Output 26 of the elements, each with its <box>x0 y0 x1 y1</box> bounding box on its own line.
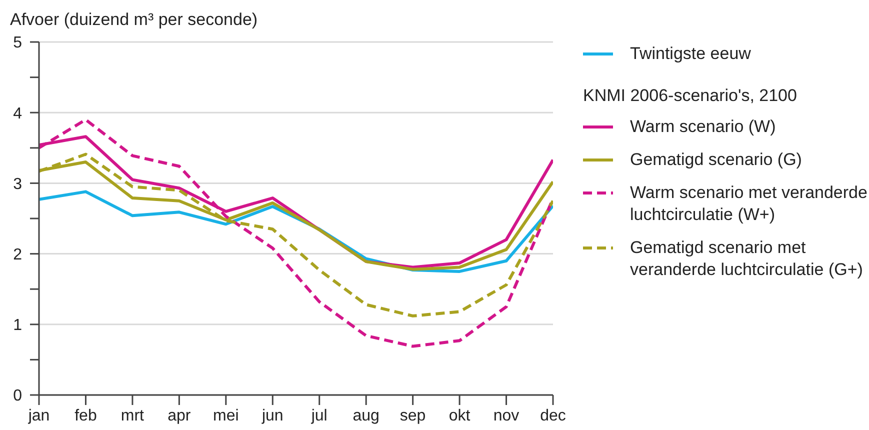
y-tick-label: 0 <box>13 388 22 405</box>
x-tick-label: mei <box>213 407 239 424</box>
x-tick-label: aug <box>352 407 380 424</box>
x-tick-label: dec <box>540 407 566 424</box>
y-tick-label: 1 <box>13 317 22 334</box>
y-axis-title: Afvoer (duizend m³ per seconde) <box>10 10 258 30</box>
legend-label: Gematigd scenario met veranderde luchtcirculatie (G+) <box>630 237 864 281</box>
y-tick-label: 3 <box>13 176 22 193</box>
x-tick-label: feb <box>74 407 97 424</box>
x-tick-label: okt <box>448 407 471 424</box>
legend-label: Twintigste eeuw <box>630 43 752 65</box>
legend-label: Warm scenario met veranderde luchtcirculatie (W+) <box>630 182 868 226</box>
x-tick-label: mrt <box>120 407 145 424</box>
x-tick-label: sep <box>400 407 426 424</box>
y-tick-label: 2 <box>13 246 22 264</box>
x-tick-label: jul <box>310 407 328 424</box>
x-tick-label: apr <box>168 407 192 424</box>
x-tick-label: jan <box>27 407 50 424</box>
legend-title: KNMI 2006-scenario's, 2100 <box>583 85 798 107</box>
y-tick-label: 4 <box>13 105 22 122</box>
y-tick-label: 5 <box>13 34 22 52</box>
x-tick-label: jun <box>260 407 284 424</box>
legend-label: Warm scenario (W) <box>630 116 777 138</box>
line-series <box>39 118 553 348</box>
legend-label: Gematigd scenario (G) <box>630 149 803 171</box>
x-tick-label: nov <box>493 407 520 424</box>
